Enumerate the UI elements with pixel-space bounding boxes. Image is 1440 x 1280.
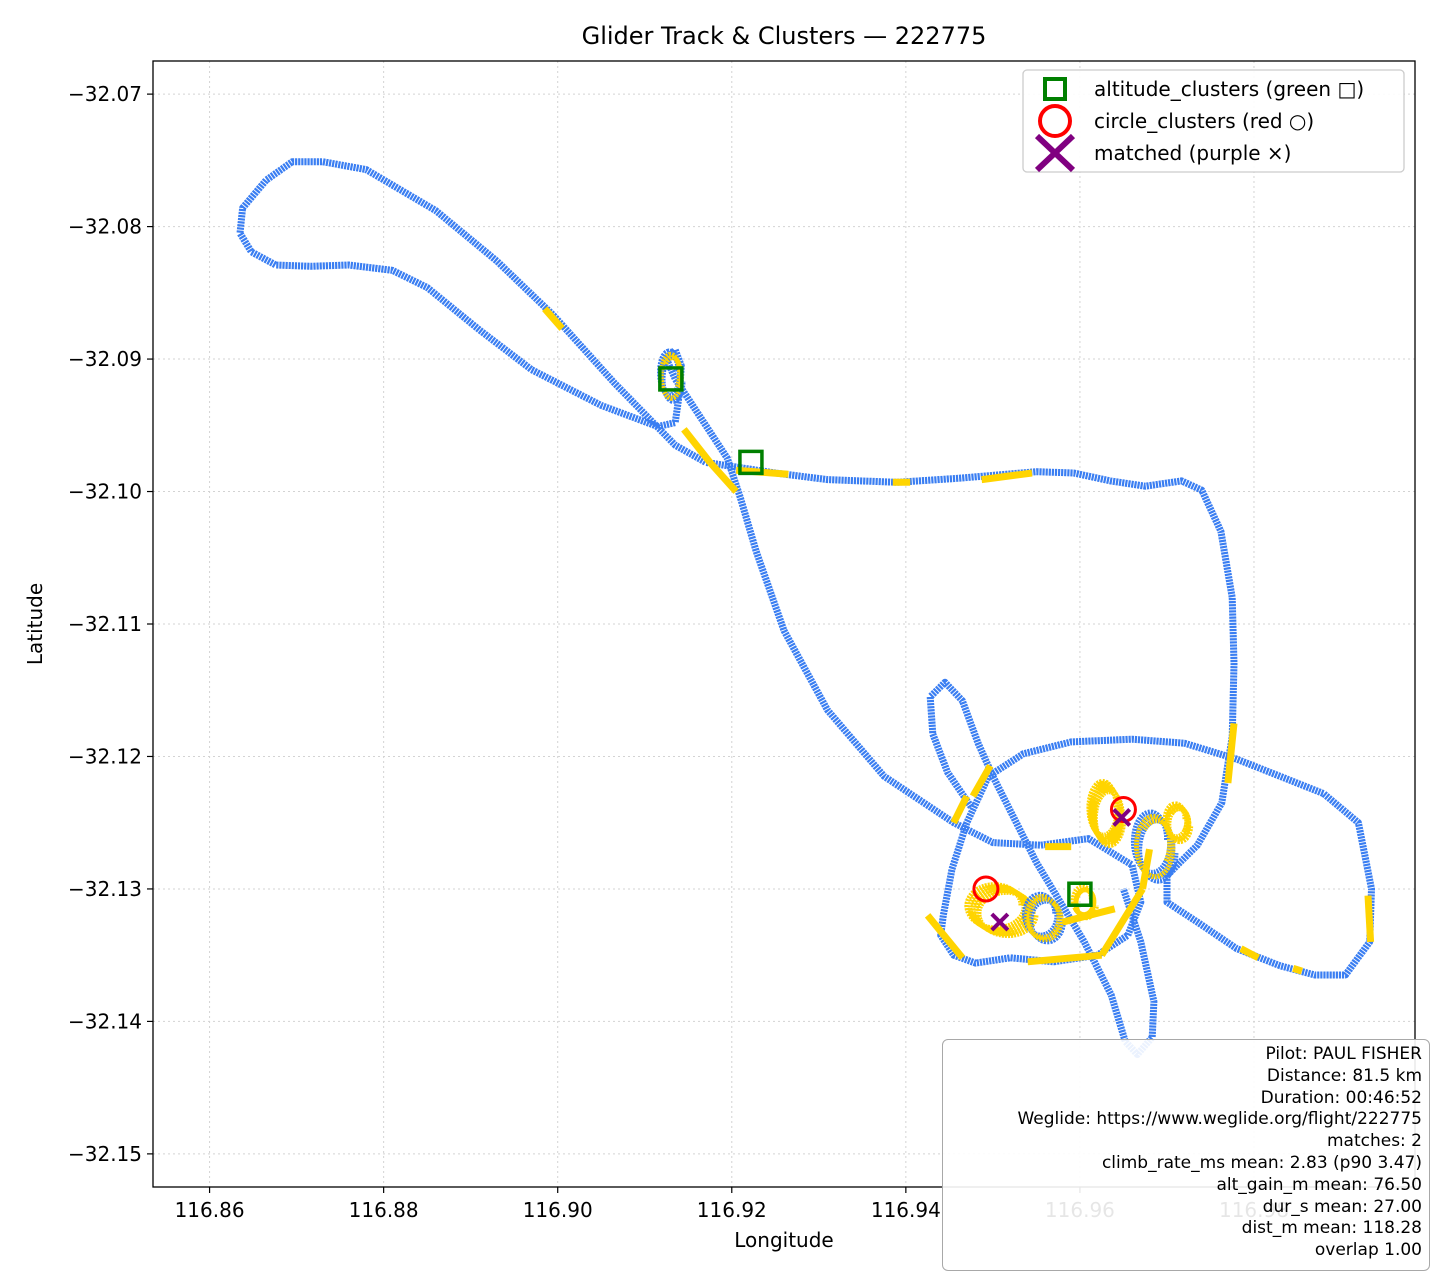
- chart-title: Glider Track & Clusters — 222775: [582, 22, 987, 50]
- altitude-cluster-marker: [658, 366, 684, 392]
- circling-climb: [658, 351, 684, 401]
- climb-segment: [981, 469, 1033, 484]
- matched-marker: [1112, 807, 1132, 827]
- y-tick-label: −32.07: [68, 82, 142, 106]
- climb-segment: [1292, 965, 1303, 975]
- y-tick-label: −32.10: [68, 480, 142, 504]
- stat-pilot: Pilot: PAUL FISHER: [1265, 1044, 1422, 1064]
- y-tick-label: −32.09: [68, 347, 142, 371]
- x-tick-label: 116.94: [871, 1198, 941, 1222]
- y-tick-label: −32.14: [68, 1009, 142, 1033]
- stat-alt-gain: alt_gain_m mean: 76.50: [1216, 1174, 1423, 1195]
- track-line-loop: [926, 678, 1158, 1058]
- climb-segment: [681, 427, 713, 465]
- legend-circle-label: circle_clusters (red ○): [1094, 109, 1314, 133]
- legend-circle-marker: [1038, 104, 1072, 138]
- climb-segment: [1098, 887, 1146, 958]
- climb-segment: [969, 763, 994, 798]
- stat-weglide: Weglide: https://www.weglide.org/flight/…: [1017, 1109, 1422, 1130]
- circling-climb: [967, 885, 1036, 937]
- circling-climb: [1164, 803, 1192, 842]
- stat-duration: Duration: 00:46:52: [1260, 1087, 1422, 1108]
- stat-matches: matches: 2: [1326, 1131, 1422, 1152]
- grid: [153, 61, 1415, 1187]
- climb-segment: [1061, 905, 1116, 926]
- altitude-cluster-marker: [738, 449, 764, 476]
- y-tick-label: −32.15: [68, 1142, 142, 1166]
- x-tick-label: 116.90: [523, 1198, 593, 1222]
- matched-marker: [990, 912, 1010, 932]
- y-tick-label: −32.13: [68, 877, 142, 901]
- stat-duration-mean: dur_s mean: 27.00: [1262, 1196, 1422, 1217]
- legend-altitude-marker: [1043, 77, 1067, 101]
- y-tick-label: −32.12: [68, 744, 142, 768]
- y-tick-label: −32.11: [68, 612, 142, 636]
- x-axis-label: Longitude: [734, 1228, 833, 1252]
- altitude-cluster-marker: [1067, 881, 1093, 907]
- circling-track: [1130, 809, 1179, 884]
- stat-overlap: overlap 1.00: [1314, 1240, 1422, 1261]
- circling-climb: [1024, 893, 1064, 943]
- track-line: [236, 158, 1375, 979]
- legend-matched-label: matched (purple ×): [1094, 141, 1291, 165]
- climb-segment: [1364, 895, 1375, 943]
- circle-cluster-marker: [972, 875, 1000, 903]
- x-tick-label: 116.86: [175, 1198, 245, 1222]
- legend-altitude-label: altitude_clusters (green □): [1094, 77, 1364, 101]
- y-tick-label: −32.08: [68, 215, 142, 239]
- stat-distance-mean: dist_m mean: 118.28: [1241, 1218, 1422, 1239]
- legend: altitude_clusters (green □) circle_clust…: [1022, 69, 1405, 173]
- stat-distance: Distance: 81.5 km: [1266, 1065, 1422, 1086]
- climb-segment: [707, 460, 739, 494]
- circling-track: [1162, 801, 1194, 845]
- climb-segment: [1139, 848, 1153, 890]
- stat-climb-rate: climb_rate_ms mean: 2.83 (p90 3.47): [1101, 1152, 1422, 1173]
- climb-segment: [1224, 723, 1238, 784]
- x-tick-label: 116.88: [349, 1198, 419, 1222]
- climb-segment: [924, 913, 966, 961]
- x-tick-label: 116.92: [697, 1198, 767, 1222]
- legend-matched-marker: [1034, 133, 1076, 173]
- climb-segment: [1239, 945, 1260, 961]
- climb-segment: [542, 306, 565, 331]
- climb-segment: [950, 794, 970, 825]
- legend-frame: [1022, 69, 1405, 173]
- plot-area: [236, 158, 1375, 1058]
- y-axis-label: Latitude: [23, 583, 47, 665]
- climb-segment: [1027, 951, 1103, 966]
- flight-stats-box: Pilot: PAUL FISHER Distance: 81.5 km Dur…: [942, 1039, 1430, 1271]
